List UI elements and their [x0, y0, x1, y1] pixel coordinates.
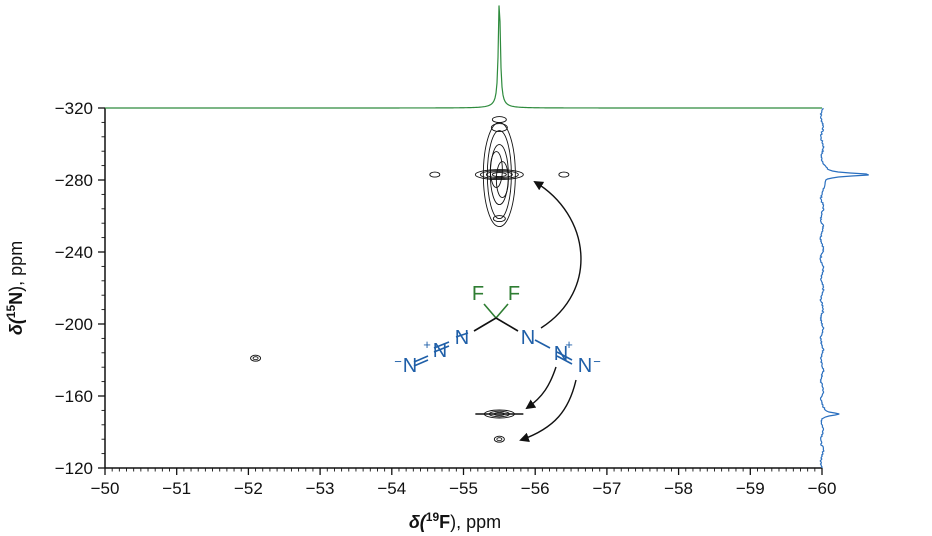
correlation-arrows — [519, 180, 582, 443]
x-tick-label: −50 — [91, 479, 120, 498]
y-tick-label: −320 — [55, 99, 93, 118]
charge-minus-right: − — [593, 354, 601, 369]
top-projection-19F — [105, 5, 822, 109]
arrow-to-peak-150 — [525, 366, 557, 410]
y-tick-label: −280 — [55, 171, 93, 190]
contour-peak-satellite — [558, 171, 570, 178]
atom-F-right: F — [508, 283, 520, 305]
contour-peak-strong — [491, 116, 507, 124]
axis-ticks — [98, 107, 823, 475]
y-axis-title-sup: 15 — [4, 305, 18, 319]
x-tick-label: −57 — [592, 479, 621, 498]
arrow-to-peak-136 — [519, 379, 577, 443]
molecule-bonds — [413, 303, 573, 367]
x-axis-title: δ(19F), ppm — [409, 510, 501, 532]
x-tick-label: −54 — [377, 479, 406, 498]
contour-peaks — [250, 116, 570, 443]
contour-peak-strong — [491, 172, 507, 178]
x-axis-title-element: F — [439, 512, 450, 532]
charge-minus-left: − — [394, 354, 402, 369]
contour-peak-strong — [489, 151, 503, 189]
y-axis-title: δ(15N), ppm — [4, 241, 26, 335]
x-tick-label: −59 — [736, 479, 765, 498]
atom-N-right-1: N — [521, 327, 535, 349]
x-tick-label: −53 — [306, 479, 335, 498]
contour-peak-weak — [496, 437, 503, 442]
contour-peak-weak — [252, 356, 259, 361]
y-axis-title-prefix: δ( — [6, 316, 26, 335]
atom-N-left-1: N — [455, 327, 469, 349]
right-projection-15N — [819, 107, 869, 469]
x-tick-label: −55 — [449, 479, 478, 498]
x-tick-label: −58 — [664, 479, 693, 498]
contour-peak-strong — [486, 130, 512, 220]
contour-peak-strong — [495, 161, 509, 199]
y-axis-title-element: N — [6, 292, 26, 305]
y-axis-title-suffix: ), ppm — [6, 241, 26, 292]
contour-peak-weak — [493, 435, 505, 443]
y-tick-label: −200 — [55, 315, 93, 334]
contour-peak-strong — [485, 171, 513, 179]
contour-peak-weak — [250, 354, 262, 362]
x-tick-label: −60 — [808, 479, 837, 498]
contour-peak-strong — [490, 123, 508, 133]
contour-peak-strong — [492, 215, 506, 223]
y-tick-label: −160 — [55, 387, 93, 406]
axis-tick-labels: −50 −51 −52 −53 −54 −55 −56 −57 −58 −59 −60 −120 −16… — [55, 99, 837, 498]
arrow-to-peak-283 — [533, 180, 582, 329]
contour-peak-strong — [482, 122, 516, 228]
plot-frame — [104, 108, 822, 469]
atom-N-right-3: N — [578, 355, 592, 377]
atom-N-left-2: N — [433, 340, 447, 362]
contour-peak-satellite — [429, 171, 441, 178]
contour-peak-strong — [474, 169, 524, 181]
charge-plus-left: + — [423, 337, 431, 352]
charge-plus-right: + — [565, 337, 573, 352]
x-tick-label: −56 — [521, 479, 550, 498]
molecule-structure: F F N N N N N N + − + − — [394, 283, 601, 377]
contour-peak-strong — [479, 170, 519, 180]
atom-F-left: F — [472, 283, 484, 305]
y-tick-label: −240 — [55, 243, 93, 262]
y-tick-label: −120 — [55, 459, 93, 478]
x-axis-title-prefix: δ( — [409, 512, 428, 532]
x-axis-title-sup: 19 — [426, 510, 440, 524]
x-tick-label: −51 — [162, 479, 191, 498]
atom-N-right-2: N — [554, 343, 568, 365]
atom-N-left-3: N — [403, 355, 417, 377]
x-axis-title-suffix: ), ppm — [450, 512, 501, 532]
x-tick-label: −52 — [234, 479, 263, 498]
